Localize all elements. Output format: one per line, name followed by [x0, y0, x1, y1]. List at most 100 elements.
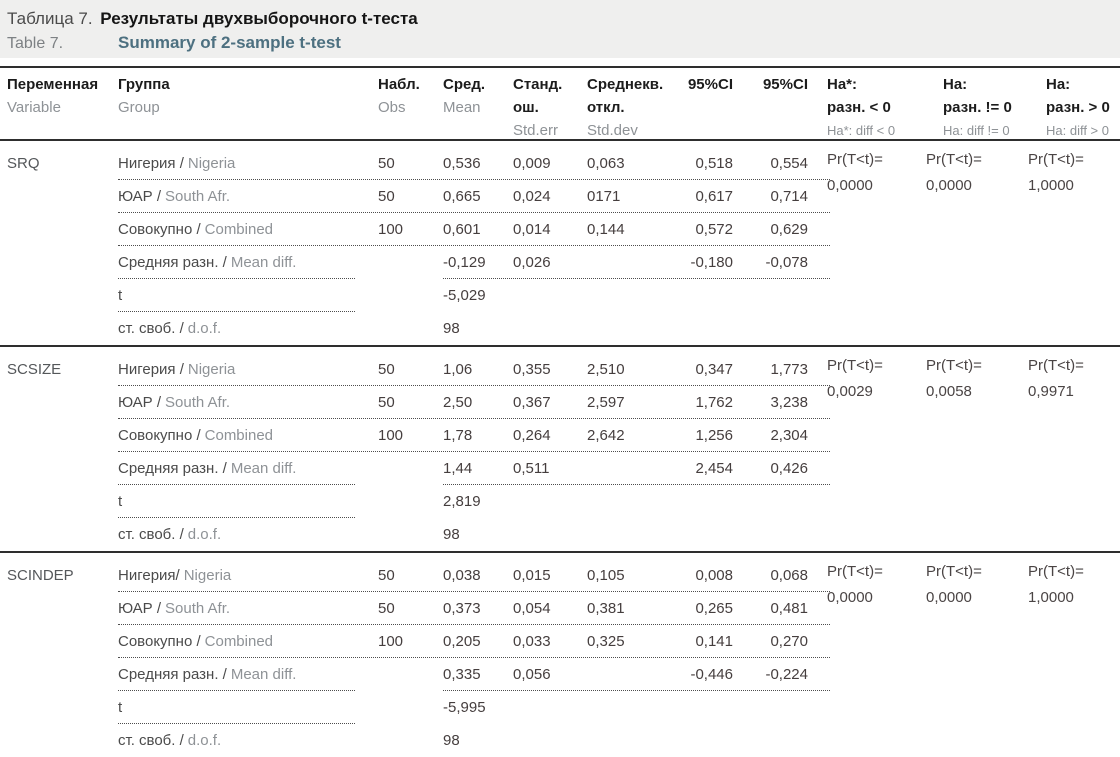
cell-stderr [513, 518, 587, 551]
ha-test-label: Pr(T<t)= [926, 357, 982, 374]
ha-p-value: 0,0000 [827, 177, 873, 194]
cell-obs [378, 246, 443, 279]
row-separator [118, 179, 830, 180]
col-header-ci-high-label: 95%CI [762, 76, 808, 93]
ha-test-label: Pr(T<t)= [827, 151, 883, 168]
cell-stderr [513, 691, 587, 724]
cell-mean: 0,665 [443, 188, 481, 205]
ha-p-value: 0,0000 [926, 589, 972, 606]
ha-result: Pr(T<t)= 0,0058 [926, 353, 982, 405]
cell-group: Нигерия/Nigeria [118, 559, 378, 592]
row-separator [118, 418, 830, 419]
table-body: SRQ Нигерия / Nigeria 50 0,536 0,009 0,06… [0, 139, 1120, 757]
cell-mean: 0,038 [443, 567, 481, 584]
cell-ci-low [684, 279, 733, 312]
cell-group: ст. своб. / d.o.f. [118, 724, 378, 757]
col-header-mean-ru: Сред. [443, 76, 486, 93]
ha-result: Pr(T<t)= 0,9971 [1028, 353, 1084, 405]
col-header-ha-noteq-en: Ha: diff != 0 [943, 123, 1010, 138]
group-label-en: Mean diff. [230, 460, 297, 477]
cell-ci-low: 0,572 [695, 221, 733, 238]
cell-ci-low: -0,180 [690, 254, 733, 271]
col-header-mean: Сред. Mean [443, 73, 513, 142]
group-label-ru: t [118, 493, 123, 510]
group-label-ru: Совокупно / [118, 221, 201, 238]
cell-stddev: 2,510 [587, 361, 625, 378]
cell-stderr: 0,026 [513, 254, 551, 271]
cell-stderr [513, 485, 587, 518]
cell-stddev: 0171 [587, 188, 621, 205]
cell-ci-low: 0,008 [695, 567, 733, 584]
cell-mean: -5,995 [443, 699, 486, 716]
cell-obs: 50 [378, 361, 395, 378]
section-rows: Нигерия/Nigeria 50 0,038 0,015 0,105 0,0… [0, 553, 1120, 757]
cell-mean: 98 [443, 526, 460, 543]
cell-stddev [587, 452, 684, 485]
col-header-mean-en: Mean [443, 99, 481, 116]
cell-ci-high [733, 312, 808, 345]
cell-mean: 98 [443, 320, 460, 337]
cell-stddev: 0,105 [587, 567, 625, 584]
row-separator [118, 657, 830, 658]
cell-ci-low: 0,141 [695, 633, 733, 650]
cell-stderr: 0,015 [513, 567, 551, 584]
cell-stderr: 0,511 [513, 460, 550, 477]
ha-result: Pr(T<t)= 0,0029 [827, 353, 883, 405]
cell-mean: 2,819 [443, 493, 481, 510]
table-title-ru: Результаты двухвыборочного t-теста [100, 9, 418, 28]
cell-stderr: 0,056 [513, 666, 551, 683]
cell-ci-low [684, 518, 733, 551]
col-header-ha-greater-en: Ha: diff > 0 [1046, 123, 1109, 138]
ha-p-value: 0,0029 [827, 383, 873, 400]
cell-stderr: 0,054 [513, 600, 551, 617]
table-row: Совокупно / Combined 100 0,601 0,014 0,14… [0, 213, 1120, 246]
col-header-variable: Переменная Variable [7, 73, 118, 142]
table-row: t -5,995 [0, 691, 1120, 724]
cell-ci-high [733, 485, 808, 518]
col-header-stddev-en: Std.dev [587, 122, 638, 139]
row-separator [443, 278, 830, 279]
group-label-en: Nigeria [187, 155, 236, 172]
cell-ci-high [733, 724, 808, 757]
row-separator [118, 624, 830, 625]
col-header-ha-greater-ru2: разн. > 0 [1046, 99, 1110, 116]
group-label-en: South Afr. [165, 600, 231, 617]
group-label-en: d.o.f. [187, 526, 222, 543]
col-header-stderr-ru: Станд. [513, 76, 563, 93]
cell-mean: -0,129 [443, 254, 486, 271]
table-number-ru: Таблица 7. [7, 9, 93, 28]
cell-obs: 50 [378, 600, 395, 617]
ha-test-label: Pr(T<t)= [1028, 151, 1084, 168]
group-label-en: Nigeria [187, 361, 236, 378]
cell-ci-high: 0,426 [770, 460, 808, 477]
table-row: ст. своб. / d.o.f. 98 [0, 312, 1120, 345]
group-label-ru: Средняя разн. / [118, 460, 227, 477]
row-separator [118, 484, 355, 485]
group-label-ru: ЮАР / [118, 188, 162, 205]
col-header-obs: Набл. Obs [378, 73, 443, 142]
group-label-ru: Нигерия / [118, 361, 184, 378]
cell-ci-high: -0,078 [765, 254, 808, 271]
cell-ci-low: 0,265 [695, 600, 733, 617]
cell-group: t [118, 691, 378, 724]
row-separator [118, 517, 355, 518]
cell-obs [378, 312, 443, 345]
col-header-variable-en: Variable [7, 99, 61, 116]
cell-group: ст. своб. / d.o.f. [118, 312, 378, 345]
cell-stddev: 0,381 [587, 600, 625, 617]
row-separator [118, 690, 355, 691]
col-header-stddev-ru2: откл. [587, 99, 625, 116]
cell-obs [378, 691, 443, 724]
col-header-ha-noteq-ru2: разн. != 0 [943, 99, 1012, 116]
cell-obs [378, 518, 443, 551]
ha-result: Pr(T<t)= 0,0000 [827, 559, 883, 611]
col-header-group-en: Group [118, 99, 160, 116]
cell-obs [378, 658, 443, 691]
table-title-block: Таблица 7. Результаты двухвыборочного t-… [0, 0, 1120, 58]
section-rows: Нигерия / Nigeria 50 0,536 0,009 0,063 0,… [0, 141, 1120, 345]
ha-test-label: Pr(T<t)= [827, 563, 883, 580]
ha-result: Pr(T<t)= 0,0000 [926, 559, 982, 611]
cell-mean: 0,536 [443, 155, 481, 172]
cell-stddev [587, 518, 684, 551]
cell-obs [378, 279, 443, 312]
